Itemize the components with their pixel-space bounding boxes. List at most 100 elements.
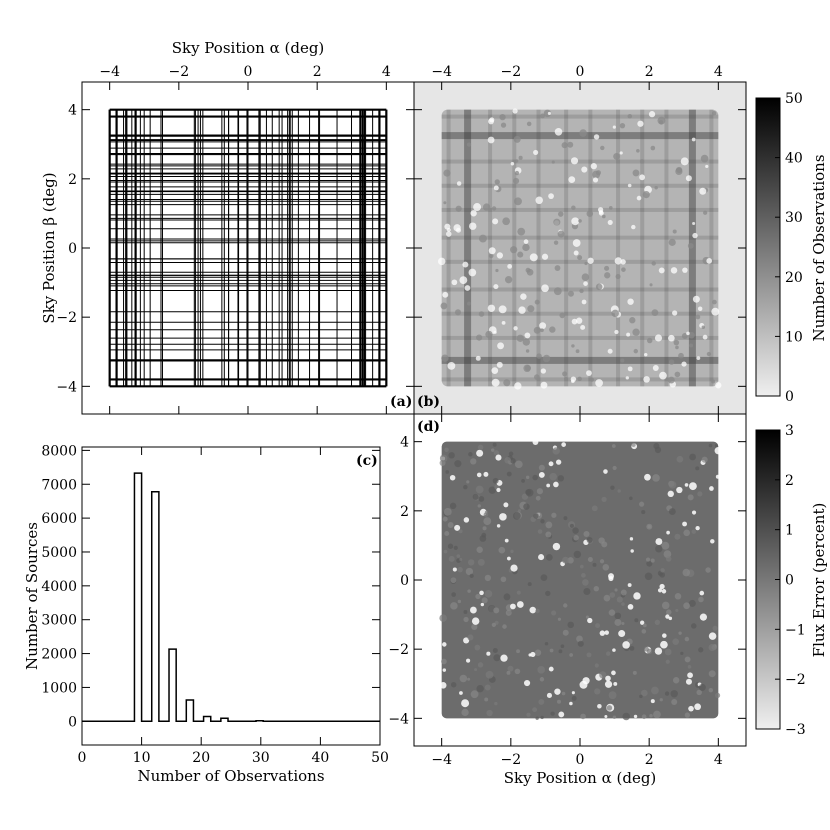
flux-error-source [572, 527, 579, 534]
flux-error-source [552, 542, 561, 551]
flux-error-source [449, 474, 456, 481]
flux-error-source [571, 695, 577, 701]
coverage-source [584, 261, 588, 266]
flux-error-source [587, 617, 593, 624]
panel-d: −4 −2 0 2 4 −4 −2 0 2 4 Sky Position α (deg) (d) [388, 413, 747, 787]
flux-error-source [661, 589, 667, 594]
flux-error-source [688, 705, 694, 712]
flux-error-source [459, 674, 468, 683]
y-tick-label: 4 [400, 435, 409, 451]
flux-error-source [646, 648, 653, 655]
flux-error-source [695, 525, 700, 531]
y-tick-label: 7000 [41, 477, 77, 493]
coverage-source [496, 252, 504, 259]
flux-error-source [523, 679, 531, 687]
x-tick-label: 30 [252, 750, 270, 766]
panel-c-frame [81, 446, 381, 746]
coverage-source [578, 219, 582, 223]
colorbar-tick-label: −2 [785, 672, 806, 688]
flux-error-source [532, 707, 538, 713]
coverage-source [658, 267, 665, 274]
coverage-source [631, 224, 636, 230]
flux-error-source [450, 682, 457, 688]
coverage-source [540, 368, 547, 374]
coverage-source [491, 367, 499, 374]
flux-error-source [499, 513, 507, 521]
flux-error-source [551, 610, 557, 616]
flux-error-source [661, 601, 670, 610]
panel-a-y-axis-title: Sky Position β (deg) [40, 172, 58, 323]
coverage-source [619, 122, 626, 129]
coverage-source [443, 201, 447, 205]
flux-error-source [535, 716, 539, 720]
flux-error-source [477, 444, 484, 451]
coverage-source [451, 279, 458, 286]
coverage-source [642, 190, 650, 199]
coverage-source [581, 299, 587, 305]
flux-error-source [597, 703, 602, 709]
coverage-source [464, 285, 471, 291]
flux-error-source [470, 458, 477, 465]
flux-error-source [450, 602, 458, 610]
coverage-source [614, 257, 622, 265]
coverage-source [488, 247, 496, 255]
flux-error-source [665, 614, 670, 619]
coverage-source [488, 253, 494, 259]
coverage-source [553, 218, 561, 226]
flux-error-source [563, 516, 568, 521]
histogram [82, 472, 380, 723]
panel-d-y-ticks: −4 −2 0 2 4 [388, 435, 746, 727]
flux-error-source [641, 714, 647, 720]
top-x-axis-title: Sky Position α (deg) [172, 39, 325, 57]
coverage-source [711, 111, 717, 116]
flux-error-source [606, 651, 611, 656]
flux-error-source [538, 464, 545, 471]
colorbar-tick-label: 0 [785, 573, 794, 589]
flux-error-source [657, 588, 663, 593]
flux-error-source [614, 612, 622, 620]
y-tick-label: −4 [56, 379, 77, 395]
flux-error-source [517, 509, 522, 513]
coverage-source [697, 306, 703, 311]
flux-error-source [663, 550, 672, 558]
colorbar-tick-label: 1 [785, 523, 794, 539]
coverage-source [455, 205, 462, 212]
flux-error-source [610, 485, 615, 490]
flux-error-source [457, 599, 462, 604]
coverage-source [485, 330, 493, 339]
coverage-source [541, 253, 549, 260]
coverage-source [534, 374, 540, 380]
coverage-source [567, 290, 574, 297]
flux-error-source [668, 616, 673, 621]
colorbar-flux-error: −3 −2 −1 0 1 2 3 Flux Error (percent) [755, 423, 828, 738]
coverage-source [518, 306, 526, 314]
flux-error-source [604, 680, 613, 688]
flux-error-source [475, 485, 484, 494]
coverage-source [491, 206, 497, 211]
flux-error-source [560, 644, 565, 649]
coverage-source [706, 351, 712, 357]
coverage-source [611, 309, 619, 318]
flux-error-source [649, 713, 653, 718]
flux-error-source [659, 583, 665, 590]
coverage-source [443, 169, 451, 177]
coverage-source [475, 355, 481, 361]
coverage-source [675, 345, 679, 350]
flux-error-source [573, 535, 579, 541]
flux-error-source [457, 566, 463, 573]
flux-error-source [442, 668, 447, 672]
coverage-source [627, 113, 633, 119]
coverage-source [689, 343, 693, 348]
flux-error-source [714, 692, 721, 698]
flux-error-source [548, 666, 554, 672]
flux-error-source [640, 620, 645, 625]
flux-error-source [467, 559, 475, 566]
flux-error-source [611, 444, 616, 448]
flux-error-source [562, 629, 569, 636]
pointing-outlines [108, 108, 388, 388]
coverage-source [543, 109, 552, 118]
coverage-source [553, 240, 559, 245]
coverage-source [571, 344, 575, 348]
flux-error-source [496, 524, 501, 528]
flux-error-source [546, 692, 553, 699]
